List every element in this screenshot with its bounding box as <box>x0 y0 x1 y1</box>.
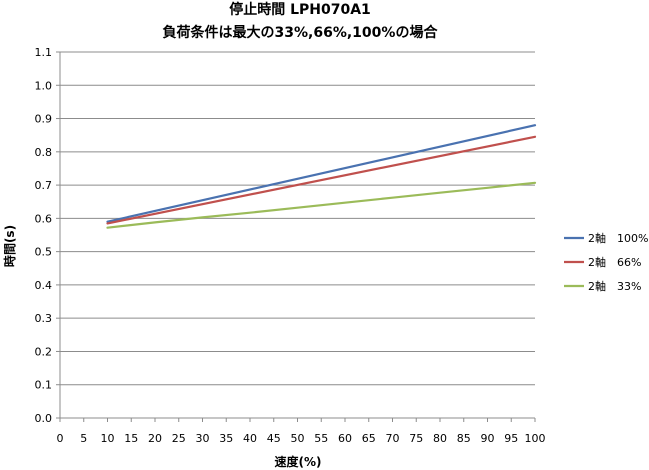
legend-label-1: 2軸 66% <box>588 255 641 269</box>
y-tick-label: 0.4 <box>35 279 53 292</box>
x-tick-label: 5 <box>80 432 87 445</box>
axes <box>56 51 536 422</box>
x-tick-label: 20 <box>148 432 162 445</box>
series-line-2 <box>106 181 537 229</box>
x-tick-labels: 0 5 10 15 20 25 30 35 40 45 50 55 60 65 70 75 80 85 90 95 10… <box>57 432 546 445</box>
grid-lines <box>60 51 535 386</box>
x-tick-label: 55 <box>314 432 328 445</box>
legend-label-0: 2軸 100% <box>588 231 648 245</box>
y-tick-label: 0.9 <box>35 113 53 126</box>
y-tick-label: 1.1 <box>35 46 53 59</box>
y-tick-label: 0.0 <box>35 412 53 425</box>
x-tick-label: 65 <box>362 432 376 445</box>
x-tick-label: 15 <box>124 432 138 445</box>
x-tick-label: 0 <box>57 432 64 445</box>
series-lines <box>106 124 537 229</box>
legend-label-2: 2軸 33% <box>588 279 641 293</box>
y-tick-label: 0.6 <box>35 212 53 225</box>
series-line-1 <box>106 135 537 225</box>
x-tick-label: 40 <box>243 432 257 445</box>
x-tick-label: 60 <box>338 432 352 445</box>
x-tick-label: 70 <box>386 432 400 445</box>
x-tick-label: 90 <box>481 432 495 445</box>
x-tick-label: 45 <box>267 432 281 445</box>
y-tick-label: 0.7 <box>35 179 53 192</box>
y-tick-label: 0.8 <box>35 146 53 159</box>
x-tick-label: 30 <box>196 432 210 445</box>
x-tick-label: 35 <box>219 432 233 445</box>
legend: 2軸 100% 2軸 66% 2軸 33% <box>564 231 648 293</box>
x-tick-label: 80 <box>433 432 447 445</box>
y-tick-labels: 0.0 0.1 0.2 0.3 0.4 0.5 0.6 0.7 0.8 0.9 1.0 1.1 <box>35 46 53 425</box>
x-tick-label: 95 <box>504 432 518 445</box>
chart-subtitle: 負荷条件は最大の33%,66%,100%の場合 <box>163 24 439 41</box>
y-tick-label: 0.3 <box>35 312 53 325</box>
y-tick-label: 0.2 <box>35 345 53 358</box>
y-axis-title: 時間(s) <box>2 225 17 267</box>
x-tick-label: 100 <box>525 432 546 445</box>
x-tick-label: 10 <box>101 432 115 445</box>
x-axis-title: 速度(%) <box>275 454 322 469</box>
x-tick-label: 75 <box>409 432 423 445</box>
y-tick-label: 1.0 <box>35 79 53 92</box>
y-tick-label: 0.5 <box>35 246 53 259</box>
series-line-0 <box>106 124 537 223</box>
chart-title: 停止時間 LPH070A1 <box>229 1 371 18</box>
x-tick-label: 50 <box>291 432 305 445</box>
y-tick-label: 0.1 <box>35 379 53 392</box>
x-tick-label: 85 <box>457 432 471 445</box>
x-tick-label: 25 <box>172 432 186 445</box>
